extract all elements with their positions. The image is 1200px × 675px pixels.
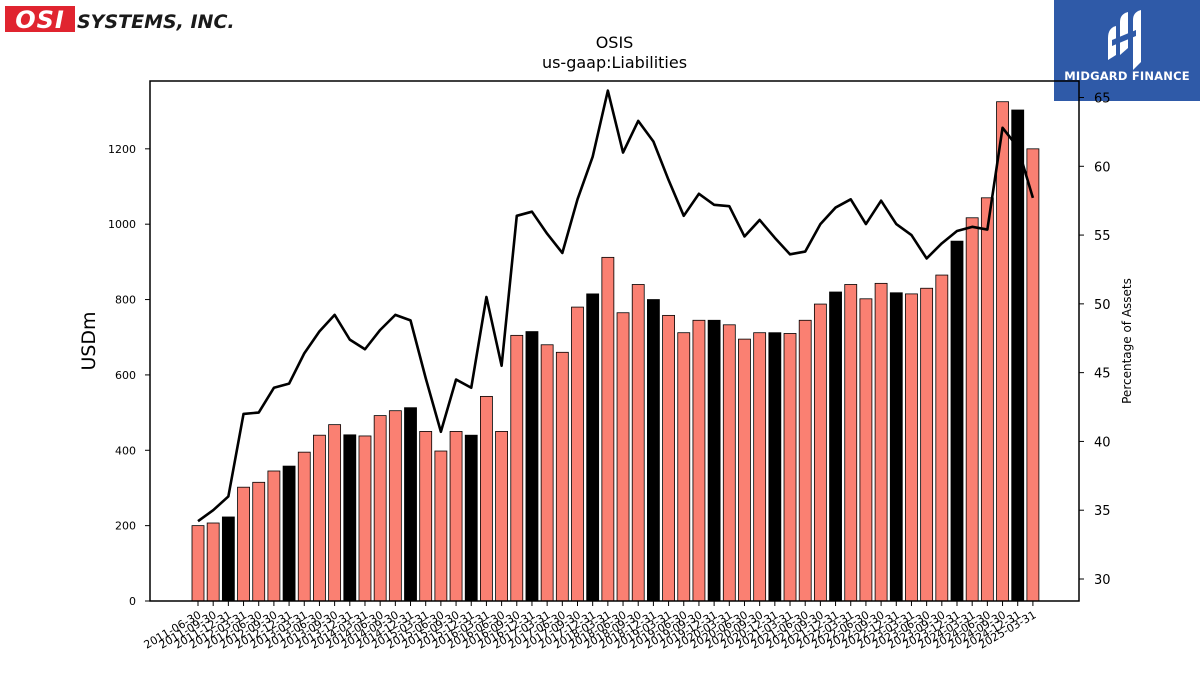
bar-2015-09-30 [449,431,463,602]
midgard-logo-icon [1108,10,1141,70]
y-tick-label: 400 [115,444,136,457]
y-tick-label: 1000 [108,218,136,231]
bar-2022-09-30 [874,282,888,602]
bar-2015-06-30 [434,450,448,602]
y2-tick-label: 35 [1094,504,1111,519]
bar-2019-09-30 [692,319,706,602]
bar-2012-06-30 [252,481,266,602]
bar-2014-06-30 [373,415,387,602]
left-axis: 0 200 400 600 800 1000 1200 [108,143,150,608]
y2-axis-label: Percentage of Assets [1120,278,1134,404]
bar-2020-03-31 [722,324,736,602]
bar-2018-03-31 [601,256,615,602]
bar-2024-06-30 [980,197,994,602]
plot-frame [149,80,1080,602]
bar-2023-06-30 [920,287,934,602]
bar-series [191,101,1040,602]
bar-2011-12-31 [221,516,235,602]
bar-2017-09-30 [571,306,584,602]
y-tick-label: 0 [129,595,136,608]
line-series [197,89,1035,523]
bar-2021-09-30 [813,303,827,602]
y-tick-label: 200 [115,520,136,533]
y2-tick-label: 60 [1094,160,1111,175]
y2-tick-label: 40 [1094,435,1111,450]
y2-tick-label: 55 [1094,229,1111,244]
bar-2022-03-31 [844,284,858,602]
bar-2016-09-30 [510,334,524,602]
bar-2011-09-30 [206,522,220,602]
bar-2013-12-31 [343,434,357,602]
bar-2017-06-30 [555,351,569,602]
bar-2021-03-31 [783,333,797,602]
bar-2024-12-31 [1011,109,1025,602]
bar-2013-09-30 [328,424,342,602]
y2-tick-label: 45 [1094,367,1111,382]
bar-2016-06-30 [495,431,509,602]
y2-tick-label: 65 [1094,92,1111,107]
bar-2025-03-31 [1026,148,1040,602]
bar-2023-12-31 [950,240,964,602]
y-tick-label: 600 [115,369,136,382]
bar-2017-12-31 [586,293,600,602]
bar-2018-09-30 [631,284,645,602]
osi-systems-logo: OSI SYSTEMS, INC. [5,5,245,35]
bar-2022-06-30 [859,298,873,602]
pct-of-assets-line [197,89,1035,523]
bar-2018-12-31 [647,299,660,602]
osi-logo-text: SYSTEMS, INC. [77,11,235,33]
bar-2020-09-30 [753,332,767,602]
bar-2014-09-30 [388,410,402,602]
bar-2016-03-31 [480,395,493,602]
bar-2014-03-31 [358,435,372,602]
bar-2015-12-31 [464,434,478,602]
osi-logo-mark: OSI [15,6,65,34]
x-axis: 2011-06-302011-09-302011-12-312012-03-31… [142,601,1038,652]
bar-2014-12-31 [404,407,417,602]
bar-2018-06-30 [616,312,630,602]
bar-2019-12-31 [707,319,721,602]
bar-2017-03-31 [540,344,554,602]
bar-2013-06-30 [313,434,326,602]
bar-2019-06-30 [677,332,691,602]
bar-2022-12-31 [889,292,903,602]
bar-2020-12-31 [768,332,782,602]
bar-2016-12-31 [525,331,539,602]
bar-2024-03-31 [965,217,979,602]
bar-2023-03-31 [905,293,918,602]
bar-2023-09-30 [935,274,949,602]
y-tick-label: 1200 [108,143,136,156]
bar-2011-06-30 [191,525,205,602]
bar-2012-12-31 [282,465,296,602]
y2-tick-label: 30 [1094,573,1111,588]
bar-2013-03-31 [297,451,311,602]
bar-2024-09-30 [996,101,1009,602]
bar-2021-06-30 [798,319,812,602]
chart-title: OSIS [595,33,634,52]
y-axis-label: USDm [78,311,100,370]
bar-2021-12-31 [829,291,842,602]
badge-label: MIDGARD FINANCE [1064,69,1190,83]
bar-2012-09-30 [267,470,281,602]
right-axis: 30 35 40 45 50 55 60 65 [1079,92,1111,588]
bar-2012-03-31 [237,486,250,602]
bar-2015-03-31 [419,431,433,602]
bar-2020-06-30 [738,338,751,602]
osi-logo-mark-box [5,6,75,32]
y2-tick-label: 50 [1094,298,1111,313]
y-tick-label: 800 [115,294,136,307]
chart-subtitle: us-gaap:Liabilities [541,53,688,72]
bar-2019-03-31 [662,314,675,602]
